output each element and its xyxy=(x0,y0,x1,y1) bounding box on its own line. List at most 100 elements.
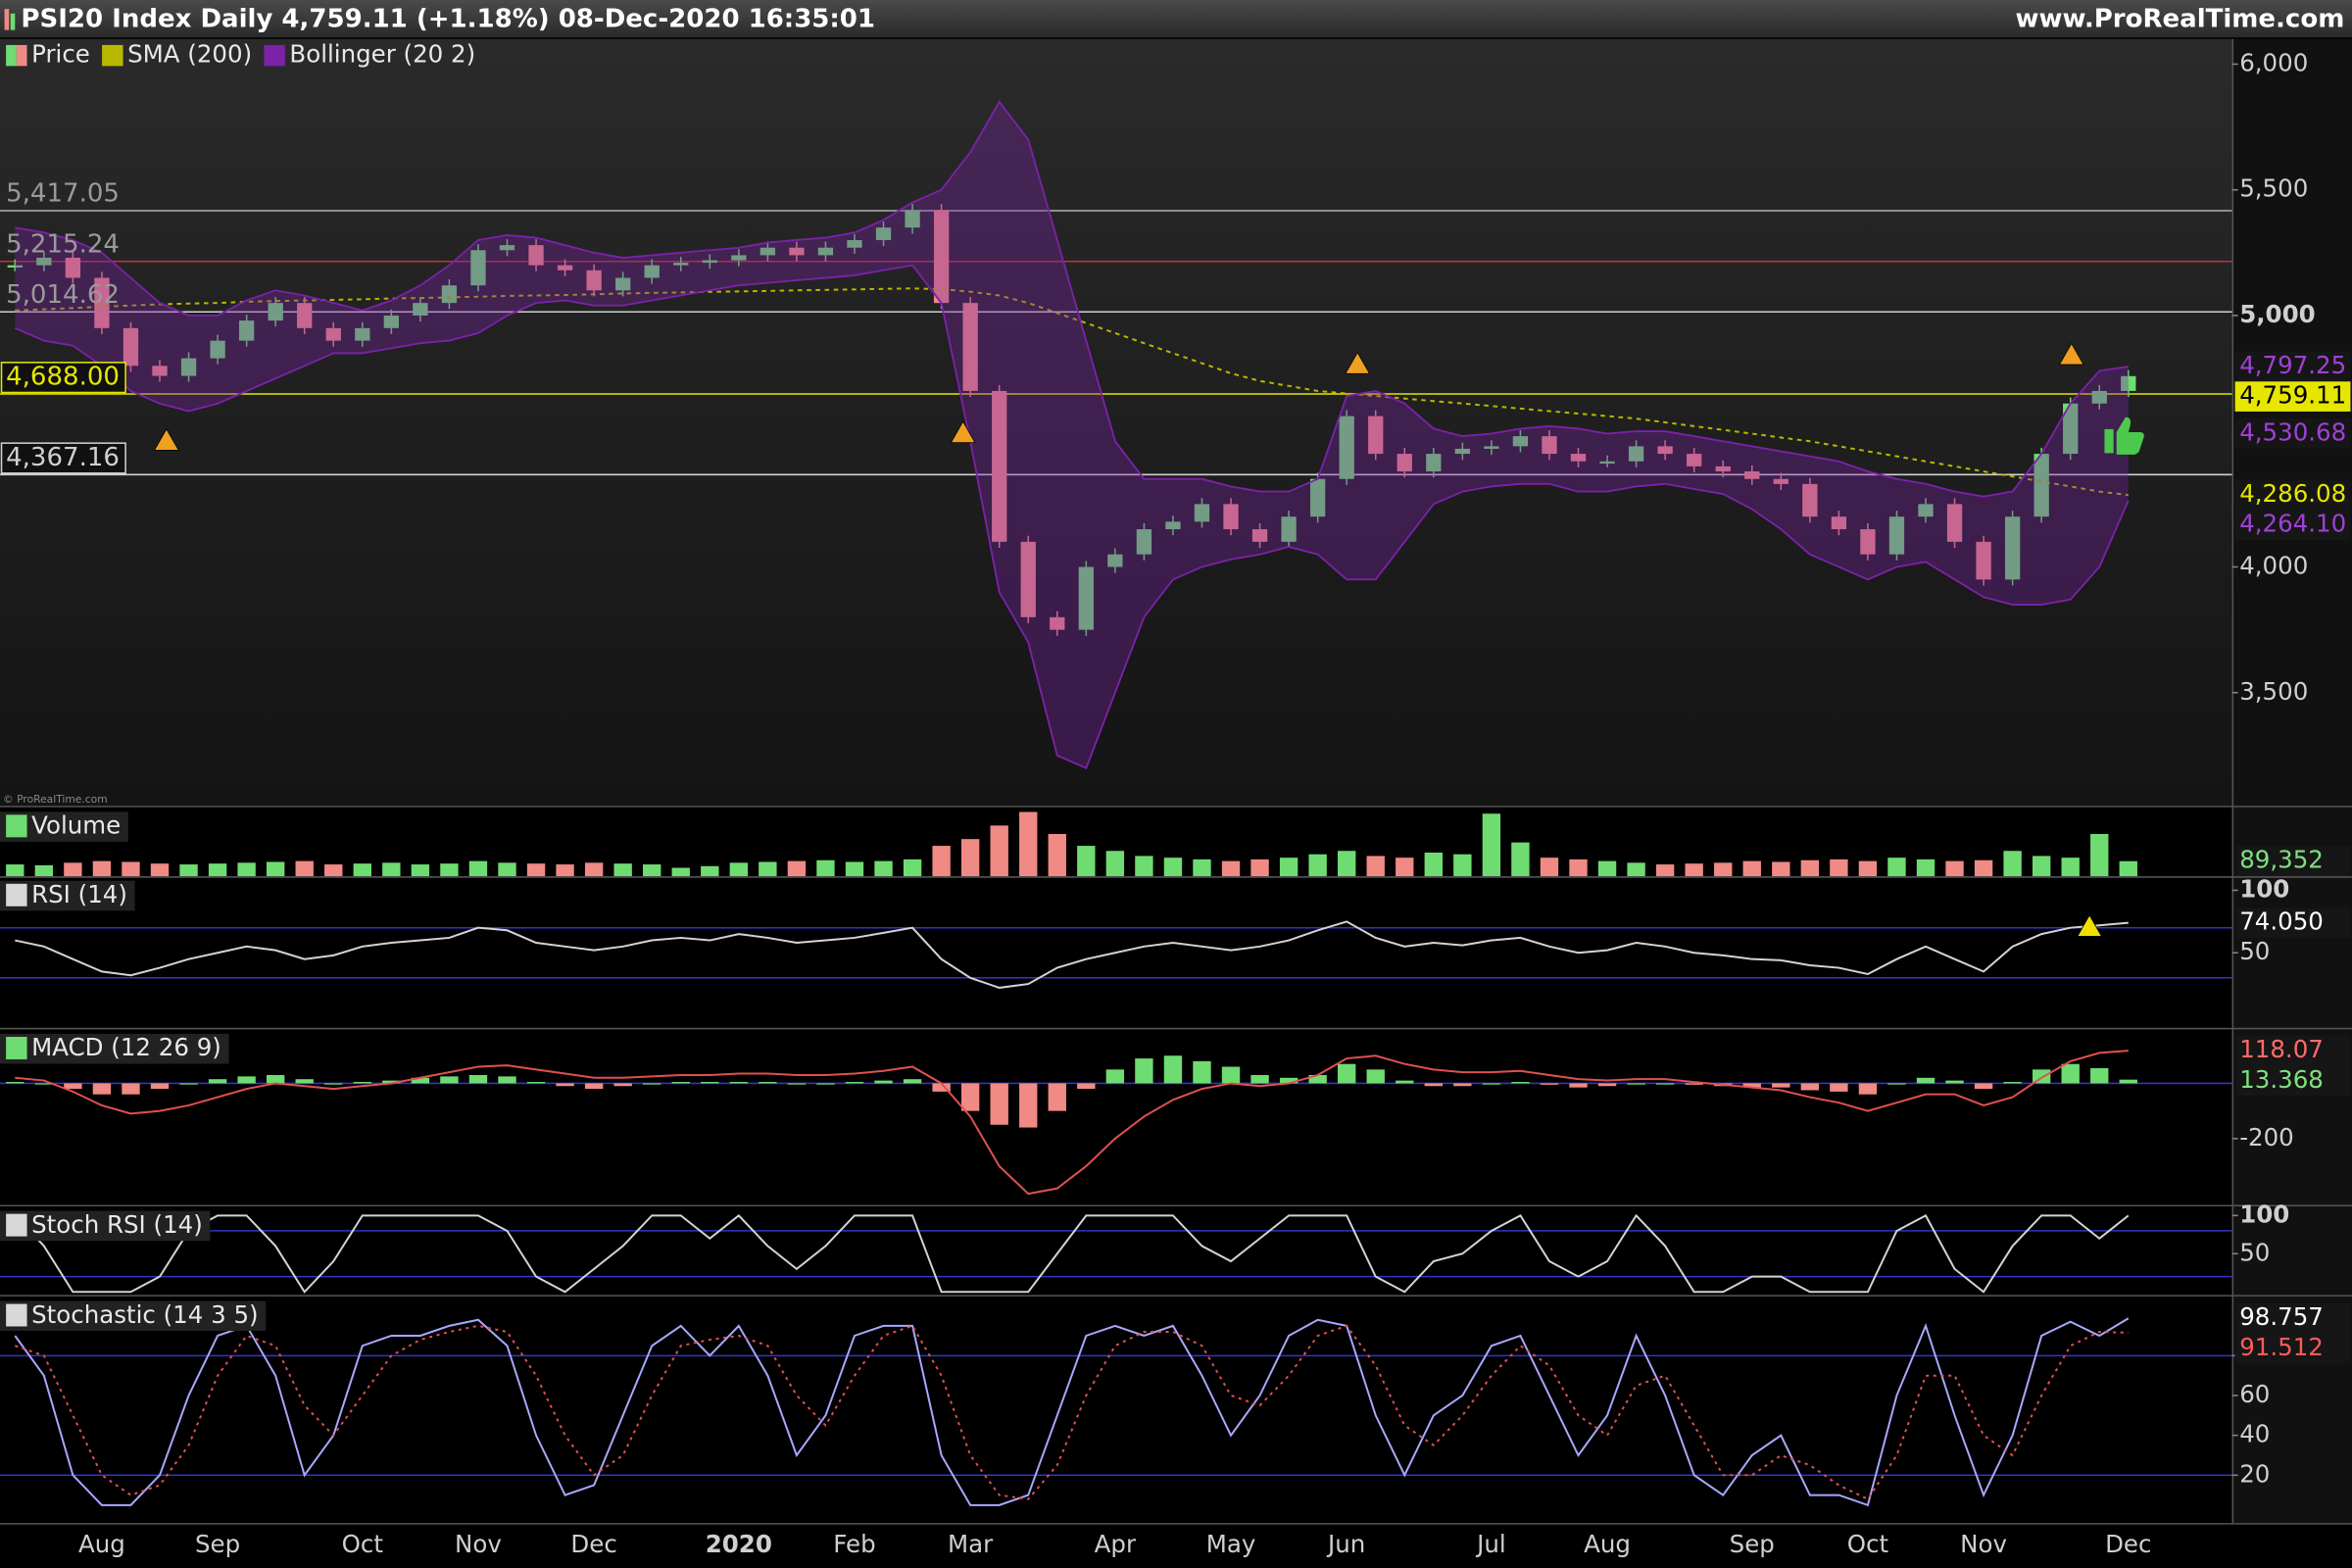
candle-body xyxy=(1136,529,1152,555)
histogram-bar xyxy=(237,1076,256,1084)
price-panel-bg xyxy=(0,38,2232,807)
volume-bar xyxy=(1077,846,1096,877)
candle-body xyxy=(1512,436,1529,447)
header-icon xyxy=(4,9,10,30)
value-tag-label: 89,352 xyxy=(2239,846,2324,874)
volume-bar xyxy=(1685,863,1703,877)
volume-bar xyxy=(2061,858,2080,877)
candle-body xyxy=(325,327,341,341)
volume-bar xyxy=(1742,860,1761,877)
volume-bar xyxy=(787,860,807,877)
candle-body xyxy=(383,315,399,328)
x-tick-label: Dec xyxy=(2105,1530,2151,1558)
candle-body xyxy=(1396,454,1412,472)
candle-body xyxy=(1888,516,1905,555)
volume-bar xyxy=(122,861,140,877)
candle-body xyxy=(122,327,139,367)
volume-bar xyxy=(1800,859,1820,877)
volume-bar xyxy=(990,825,1008,877)
histogram-bar xyxy=(1945,1080,1964,1084)
histogram-bar xyxy=(903,1079,922,1084)
legend-swatch xyxy=(6,883,27,906)
x-tick-label: Jun xyxy=(1326,1530,1365,1558)
histogram-bar xyxy=(266,1074,285,1084)
x-tick-label: Jul xyxy=(1475,1530,1506,1558)
header-site[interactable]: www.ProRealTime.com xyxy=(2015,4,2344,33)
volume-bar xyxy=(1597,860,1617,877)
value-tag-label: 4,286.08 xyxy=(2239,479,2346,508)
y-tick-label: 6,000 xyxy=(2239,48,2308,76)
histogram-bar xyxy=(324,1083,343,1085)
header-icon xyxy=(10,13,16,30)
volume-bar xyxy=(1193,858,1211,877)
histogram-bar xyxy=(1627,1083,1645,1085)
histogram-bar xyxy=(671,1082,690,1084)
volume-bar xyxy=(324,864,343,877)
histogram-bar xyxy=(845,1082,864,1084)
candle-body xyxy=(1542,436,1557,455)
watermark: © ProRealTime.com xyxy=(3,793,108,806)
volume-bar xyxy=(1308,854,1327,877)
volume-bar xyxy=(2003,851,2022,877)
panel xyxy=(0,1213,2232,1294)
value-tag xyxy=(2234,1333,2351,1364)
value-tag xyxy=(2234,1302,2351,1334)
candle-body xyxy=(1194,504,1210,522)
volume-bar xyxy=(1830,858,1848,877)
histogram-bar xyxy=(526,1082,546,1084)
candle-body xyxy=(268,303,283,321)
candle-body xyxy=(1599,461,1615,465)
candle-body xyxy=(441,285,458,304)
y-tick-label: 100 xyxy=(2239,874,2289,903)
candle-body xyxy=(1687,454,1702,466)
histogram-bar xyxy=(701,1082,719,1084)
x-tick-label: Mar xyxy=(948,1530,994,1558)
panel xyxy=(6,811,2137,877)
histogram-bar xyxy=(1511,1082,1530,1084)
legend-bg xyxy=(0,1033,229,1064)
x-tick-label: Apr xyxy=(1095,1530,1137,1558)
volume-bar xyxy=(64,862,82,877)
volume-bar xyxy=(1916,858,1936,877)
x-tick-label: Oct xyxy=(342,1530,384,1558)
histogram-bar xyxy=(1974,1083,1993,1090)
candle-body xyxy=(962,303,978,391)
volume-bar xyxy=(845,861,864,877)
candle-body xyxy=(933,210,950,304)
candle-body xyxy=(1860,529,1876,555)
candle-body xyxy=(992,390,1007,542)
value-tag-label: 91.512 xyxy=(2239,1333,2324,1361)
level-label-box xyxy=(0,442,126,474)
level-label: 5,014.62 xyxy=(6,280,120,310)
y-tick-label: 5,500 xyxy=(2239,174,2308,203)
candle-body xyxy=(1281,516,1297,542)
thumbs-up-icon xyxy=(2104,416,2144,455)
candle-body xyxy=(789,247,805,256)
histogram-bar xyxy=(1482,1083,1501,1085)
candle-body xyxy=(1831,516,1847,530)
volume-bar xyxy=(1221,860,1241,877)
y-axis-area xyxy=(2231,38,2352,1524)
level-label: 4,688.00 xyxy=(6,363,120,392)
volume-bar xyxy=(1019,811,1038,877)
x-tick-label: 2020 xyxy=(706,1530,772,1558)
legend-label: Stoch RSI (14) xyxy=(31,1210,203,1239)
candle-body xyxy=(557,265,573,270)
volume-bar xyxy=(2032,856,2051,877)
legend-label: SMA (200) xyxy=(127,40,252,69)
value-tag-label: 4,264.10 xyxy=(2239,510,2346,538)
volume-bar xyxy=(150,863,170,877)
candle-body xyxy=(1715,466,1731,472)
series-line xyxy=(15,1050,2129,1196)
histogram-bar xyxy=(2061,1063,2080,1084)
volume-bar xyxy=(353,863,371,877)
candle-body xyxy=(1976,541,1991,580)
y-tick-label: 100 xyxy=(2239,1200,2289,1228)
candle-body xyxy=(1484,446,1499,449)
x-tick-label: Dec xyxy=(570,1530,616,1558)
legend-label: Volume xyxy=(31,811,121,840)
histogram-bar xyxy=(1163,1055,1183,1084)
legend-swatch xyxy=(6,44,17,67)
candle-body xyxy=(1165,521,1181,530)
